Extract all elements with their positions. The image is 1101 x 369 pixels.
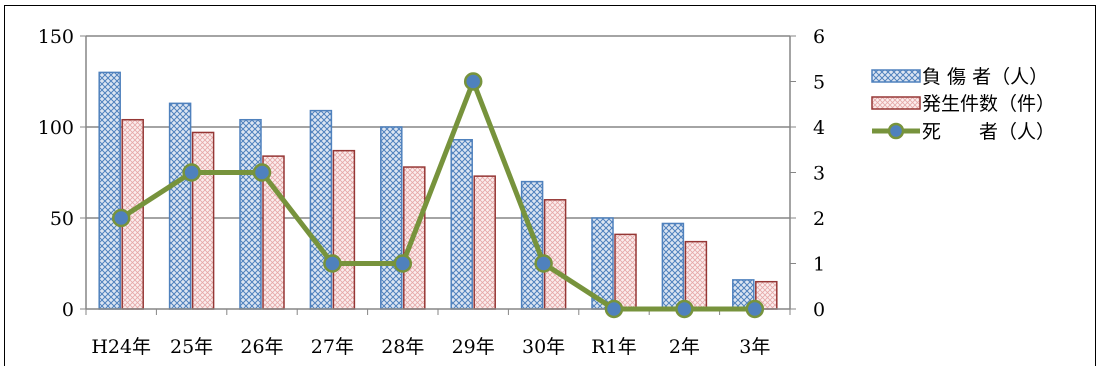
- bar-injured-4: [380, 126, 403, 310]
- bar-incidents-6: [543, 199, 567, 310]
- bar-incidents-1: [191, 131, 215, 310]
- x-tick-label-7: R1年: [591, 336, 636, 358]
- legend: 負 傷 者（人） 発生件数（件） 死 者（人）: [871, 66, 1055, 143]
- point-deaths-7: [604, 299, 624, 319]
- bar-incidents-3: [332, 149, 356, 310]
- legend-swatch-deaths-marker: [887, 122, 905, 140]
- point-deaths-3: [323, 254, 342, 273]
- right-tick-label-2: 2: [813, 208, 825, 230]
- bar-injured-3: [309, 109, 333, 310]
- x-tick-label-0: H24年: [91, 336, 151, 358]
- legend-label-incidents: 発生件数（件）: [922, 93, 1055, 115]
- x-tick-label-6: 30年: [522, 336, 565, 358]
- grid-layer: [86, 35, 790, 219]
- legend-label-deaths: 死 者（人）: [922, 121, 1055, 143]
- x-tick-label-8: 2年: [669, 336, 700, 358]
- x-tick-label-4: 28年: [381, 336, 424, 358]
- x-tick-label-9: 3年: [739, 336, 770, 358]
- label-layer: 0 50 100 150 0 1 2 3 4 5 6 H24年 25年 26年 27年 28年 29年 30年 R1…: [38, 26, 825, 358]
- left-tick-label-150: 150: [38, 26, 74, 48]
- point-deaths-9: [745, 299, 765, 319]
- right-tick-label-1: 1: [813, 254, 825, 276]
- bar-injured-5: [450, 138, 473, 310]
- right-tick-label-4: 4: [813, 117, 825, 139]
- x-tick-label-3: 27年: [311, 336, 354, 358]
- chart-frame: [4, 5, 1096, 366]
- x-tick-label-1: 25年: [170, 336, 213, 358]
- point-deaths-4: [393, 254, 413, 273]
- point-deaths-8: [675, 299, 694, 319]
- bar-injured-6: [520, 180, 544, 310]
- bar-injured-8: [661, 222, 685, 310]
- legend-label-injured: 負 傷 者（人）: [922, 66, 1048, 88]
- point-deaths-1: [182, 163, 201, 182]
- right-tick-label-6: 6: [813, 26, 825, 48]
- left-tick-label-50: 50: [50, 208, 74, 230]
- bar-incidents-8: [684, 240, 708, 310]
- bar-layer: [98, 71, 778, 310]
- legend-swatch-injured: [871, 69, 921, 83]
- line-layer: [111, 72, 765, 319]
- bar-incidents-5: [473, 175, 496, 310]
- left-tick-label-0: 0: [62, 299, 74, 321]
- x-tick-label-2: 26年: [240, 336, 283, 358]
- left-tick-label-100: 100: [38, 117, 74, 139]
- right-tick-label-0: 0: [813, 299, 825, 321]
- right-tick-label-5: 5: [813, 72, 825, 94]
- point-deaths-2: [252, 163, 272, 182]
- bar-injured-0: [98, 71, 121, 310]
- legend-swatch-incidents: [871, 96, 921, 110]
- bar-injured-1: [168, 102, 192, 310]
- point-deaths-5: [463, 72, 483, 91]
- x-tick-label-5: 29年: [452, 336, 495, 358]
- bar-incidents-7: [614, 233, 637, 310]
- point-deaths-6: [534, 254, 553, 273]
- bar-injured-2: [239, 118, 262, 310]
- point-deaths-0: [111, 208, 131, 228]
- line-deaths: [119, 79, 755, 312]
- right-tick-label-3: 3: [813, 163, 825, 185]
